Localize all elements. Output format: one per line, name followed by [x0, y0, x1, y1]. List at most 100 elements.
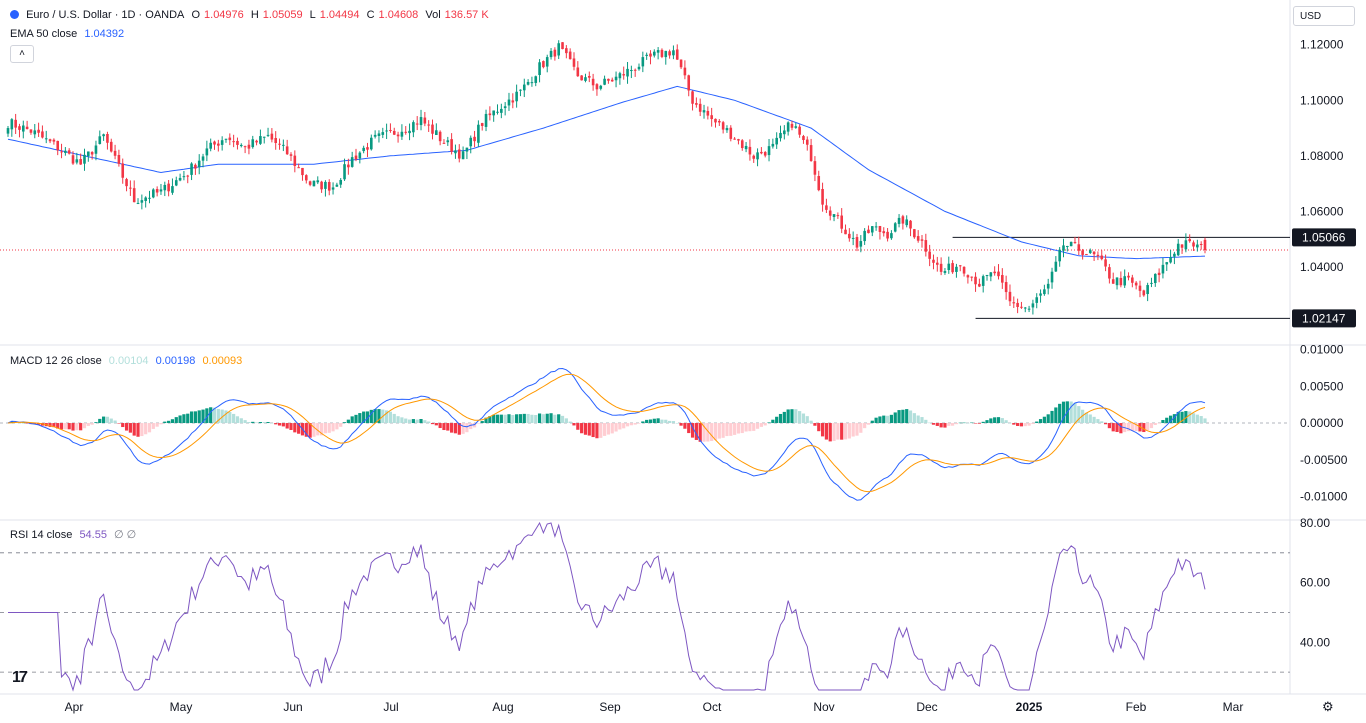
candle-body: [289, 154, 293, 156]
candle: [702, 104, 706, 119]
macd-histogram-bar: [572, 423, 576, 426]
macd-histogram-bar: [679, 423, 683, 426]
gear-icon[interactable]: ⚙: [1322, 699, 1334, 714]
candle: [985, 274, 989, 281]
macd-histogram-bar: [1203, 418, 1207, 424]
candle: [469, 135, 473, 154]
collapse-legend-button[interactable]: ˄: [10, 45, 34, 63]
candle-body: [435, 130, 438, 135]
candle-body: [928, 251, 931, 259]
macd-histogram-bar: [870, 420, 874, 424]
candle: [239, 143, 243, 148]
candle-body: [228, 137, 232, 141]
candle: [561, 42, 564, 50]
candle: [274, 131, 277, 150]
ema-legend[interactable]: EMA 50 close 1.04392: [10, 28, 128, 40]
candle-body: [389, 129, 392, 131]
macd-histogram-bar: [1088, 414, 1092, 424]
macd-histogram-bar: [798, 411, 802, 424]
macd-histogram-bar: [155, 423, 159, 427]
candle-body: [710, 115, 713, 120]
candle: [1004, 275, 1008, 300]
macd-tick-label: 0.01000: [1300, 342, 1344, 356]
candle: [729, 125, 733, 142]
macd-histogram-bar: [224, 410, 228, 424]
macd-histogram-bar: [392, 413, 396, 424]
macd-histogram-bar: [847, 423, 851, 439]
candle-body: [182, 176, 186, 178]
macd-histogram-bar: [434, 423, 438, 426]
candle: [132, 180, 136, 203]
candle-body: [515, 91, 518, 102]
symbol-legend[interactable]: Euro / U.S. Dollar · 1D · OANDA O 1.04976…: [10, 9, 493, 21]
candle: [1077, 236, 1081, 256]
macd-histogram-bar: [874, 417, 878, 424]
candle: [679, 59, 683, 70]
candle: [419, 109, 423, 131]
candle-body: [534, 76, 538, 83]
candle-body: [442, 142, 446, 144]
candle: [656, 47, 660, 60]
candle-body: [1142, 290, 1146, 296]
candle: [565, 45, 568, 59]
candle: [576, 61, 580, 77]
candle: [278, 138, 281, 150]
candle: [545, 54, 549, 73]
currency-selector[interactable]: USD: [1293, 6, 1355, 26]
candle-body: [239, 144, 243, 147]
time-tick-label: Oct: [703, 700, 722, 714]
candle-body: [526, 81, 530, 85]
macd-histogram-bar: [1046, 414, 1050, 424]
macd-line-value: 0.00198: [155, 355, 196, 367]
candle: [67, 148, 71, 155]
macd-histogram-bar: [947, 423, 951, 426]
candle: [913, 228, 916, 239]
candle-body: [916, 236, 920, 241]
macd-histogram-bar: [1142, 423, 1146, 433]
macd-histogram-bar: [713, 423, 718, 441]
candle: [228, 133, 232, 146]
candle: [304, 174, 308, 184]
macd-histogram-bar: [274, 423, 278, 425]
symbol-title[interactable]: Euro / U.S. Dollar · 1D · OANDA: [26, 9, 185, 21]
candle-body: [48, 139, 52, 142]
candle-body: [343, 164, 346, 180]
candle-body: [1138, 285, 1142, 291]
candle: [714, 118, 717, 128]
candle: [113, 144, 117, 160]
macd-histogram-bar: [1092, 416, 1096, 424]
candle: [232, 134, 235, 148]
time-tick-label: Feb: [1126, 700, 1147, 714]
candle-body: [1180, 244, 1184, 248]
rsi-legend[interactable]: RSI 14 close 54.55 ∅ ∅: [10, 528, 140, 541]
candle-body: [350, 157, 354, 167]
candle-body: [427, 124, 430, 126]
macd-histogram-bar: [805, 416, 809, 424]
candle: [71, 151, 75, 165]
candle: [794, 122, 798, 129]
macd-histogram-bar: [377, 409, 381, 424]
candle-body: [943, 271, 947, 273]
macd-histogram-bar: [1195, 414, 1199, 424]
candle-body: [477, 124, 480, 143]
macd-histogram-bar: [1176, 411, 1180, 424]
macd-histogram-bar: [759, 423, 763, 427]
macd-histogram-bar: [675, 423, 679, 424]
candle-body: [377, 133, 381, 136]
candle: [423, 112, 427, 127]
candle: [1043, 284, 1046, 296]
macd-histogram-bar: [690, 423, 695, 438]
candle: [936, 256, 939, 272]
candle-body: [415, 123, 419, 125]
candle-body: [886, 231, 889, 239]
candle-body: [236, 140, 239, 145]
candle: [649, 50, 652, 65]
candle: [381, 127, 385, 139]
macd-legend[interactable]: MACD 12 26 close 0.00104 0.00198 0.00093: [10, 355, 246, 367]
candle: [33, 123, 37, 139]
macd-histogram-bar: [1096, 419, 1100, 424]
candle: [1008, 284, 1012, 306]
macd-histogram-bar: [121, 423, 125, 428]
candle: [220, 136, 224, 151]
